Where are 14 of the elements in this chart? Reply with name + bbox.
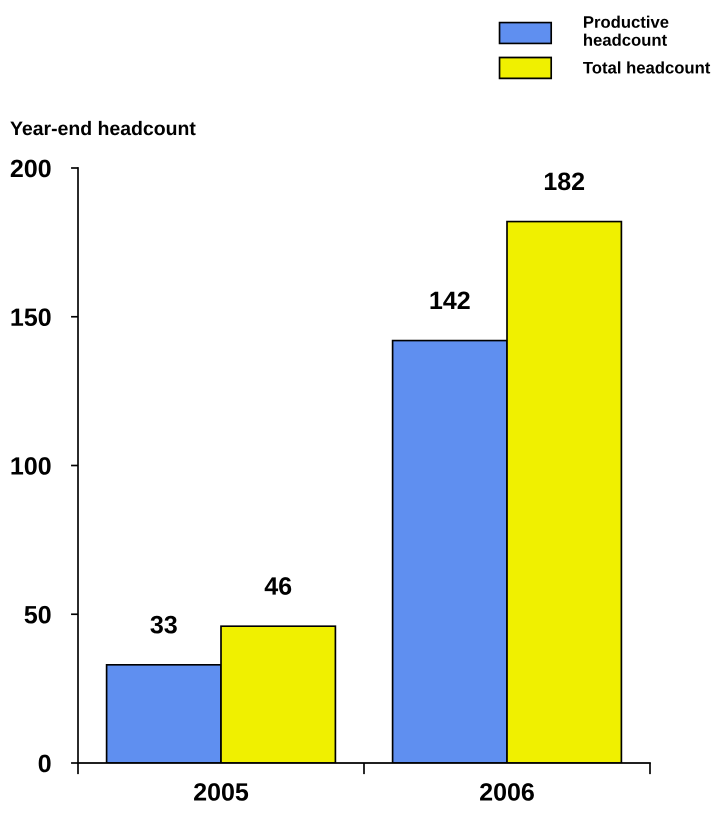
data-label: 142: [430, 292, 470, 309]
y-tick-label: 150: [11, 308, 51, 326]
legend-label: Total headcount: [583, 61, 710, 74]
y-tick-label: 100: [11, 457, 51, 475]
data-label: 46: [264, 577, 292, 595]
data-label: 182: [544, 172, 584, 190]
x-tick-label: 2005: [194, 783, 248, 801]
y-axis-title: Year-end headcount: [10, 120, 196, 136]
legend-label: Productive headcount: [584, 16, 668, 46]
y-tick-label: 50: [24, 606, 51, 624]
y-tick-label: 200: [10, 160, 51, 178]
data-label: 33: [150, 616, 177, 634]
x-tick-label: 2006: [480, 783, 534, 801]
y-tick-label: 0: [38, 754, 51, 772]
